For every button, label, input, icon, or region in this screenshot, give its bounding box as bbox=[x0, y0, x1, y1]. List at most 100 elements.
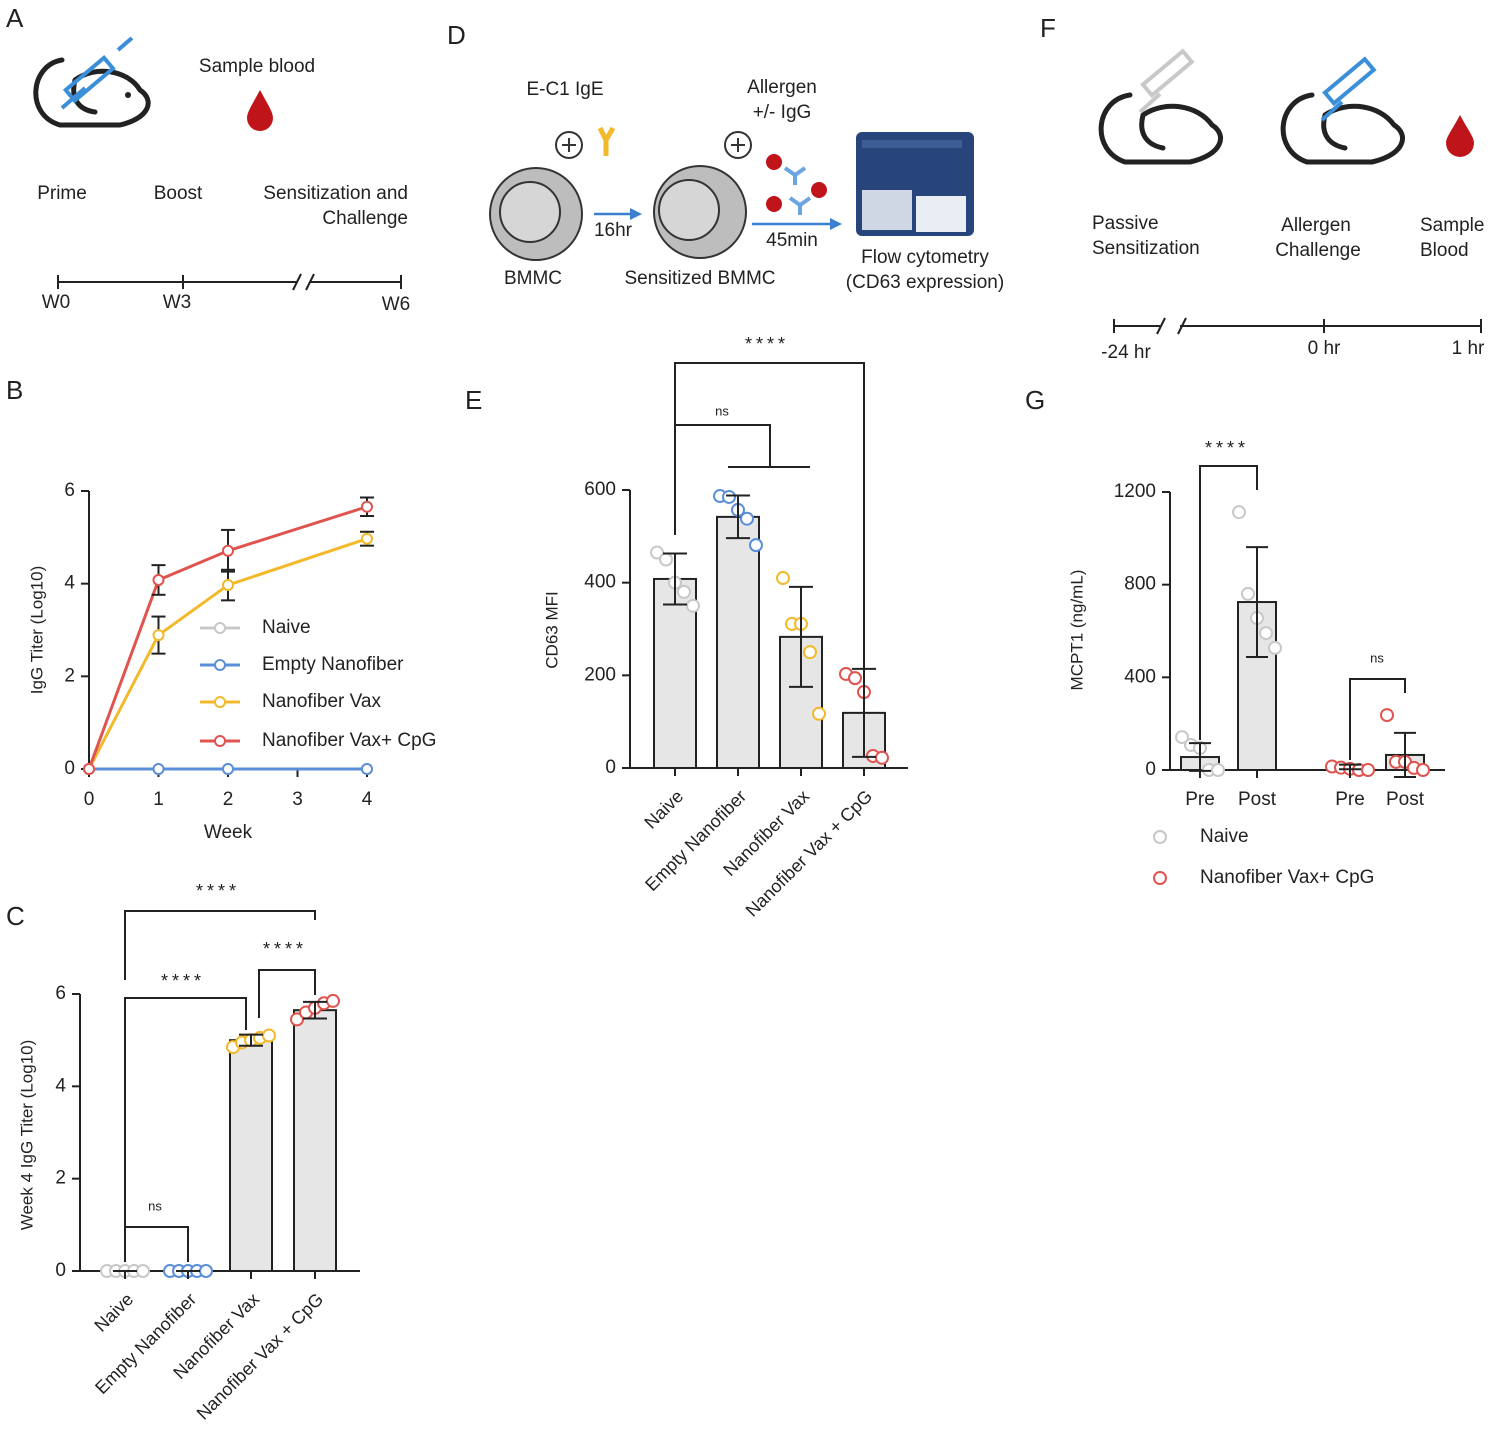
data-point bbox=[1241, 586, 1255, 601]
x-tick-label: 0 bbox=[84, 789, 95, 810]
panel-label: G bbox=[1025, 385, 1045, 415]
diagram-label: Boost bbox=[154, 183, 203, 204]
x-tick-label: Pre bbox=[1185, 789, 1215, 810]
series-line bbox=[87, 537, 368, 770]
data-point bbox=[740, 511, 754, 526]
significance-bracket bbox=[124, 910, 316, 980]
y-axis-label: MCPT1 (ng/mL) bbox=[1067, 570, 1086, 691]
data-point bbox=[776, 571, 790, 586]
antibody-icon bbox=[597, 126, 616, 156]
diagram-label: Sensitization and bbox=[263, 183, 408, 204]
x-tick-label: Pre bbox=[1335, 789, 1365, 810]
significance-label: ns bbox=[1370, 650, 1384, 665]
diagram-label: Blood bbox=[1420, 240, 1469, 261]
significance-label: **** bbox=[161, 971, 205, 991]
diagram-label: Sample blood bbox=[199, 56, 315, 77]
diagram-label: Challenge bbox=[1275, 240, 1361, 261]
y-tick-label: 4 bbox=[55, 1075, 66, 1096]
data-point bbox=[803, 645, 817, 660]
significance-bracket bbox=[258, 969, 316, 1018]
legend-swatch bbox=[214, 659, 226, 671]
data-point bbox=[1416, 763, 1430, 777]
data-point bbox=[83, 763, 95, 775]
y-tick-label: 600 bbox=[584, 479, 616, 500]
data-point bbox=[199, 1264, 213, 1278]
legend-label: Naive bbox=[1200, 826, 1249, 847]
significance-label: **** bbox=[745, 334, 789, 354]
timeline-label: W3 bbox=[163, 292, 192, 313]
data-point bbox=[1232, 505, 1246, 520]
legend-label: Empty Nanofiber bbox=[262, 654, 404, 675]
legend-swatch bbox=[1153, 871, 1167, 885]
diagram-label: Passive bbox=[1092, 213, 1159, 234]
panel-label: D bbox=[447, 20, 466, 50]
plus-icon bbox=[555, 131, 752, 159]
y-tick-label: 0 bbox=[64, 758, 75, 779]
y-tick-label: 400 bbox=[584, 572, 616, 593]
significance-label: ns bbox=[148, 1198, 162, 1213]
data-point bbox=[222, 579, 234, 592]
y-tick-label: 0 bbox=[605, 757, 616, 778]
y-tick-label: 4 bbox=[64, 573, 75, 594]
x-tick-label: 1 bbox=[153, 789, 164, 810]
diagram-label: 45min bbox=[766, 230, 818, 251]
diagram-label: Allergen bbox=[1281, 215, 1351, 236]
y-tick-label: 1200 bbox=[1114, 481, 1156, 502]
arrow bbox=[594, 208, 842, 230]
timeline-label: -24 hr bbox=[1101, 342, 1151, 363]
y-tick-label: 2 bbox=[64, 665, 75, 686]
syringe-icon bbox=[60, 36, 134, 110]
legend-label: Nanofiber Vax+ CpG bbox=[262, 730, 436, 751]
data-point bbox=[1211, 763, 1225, 777]
x-tick-label: 4 bbox=[362, 789, 373, 810]
bar bbox=[229, 1039, 273, 1272]
blood-drop bbox=[1446, 115, 1474, 157]
data-point bbox=[659, 552, 673, 567]
significance-label: **** bbox=[263, 939, 307, 959]
series-line bbox=[87, 505, 368, 770]
diagram-label: Sensitization bbox=[1092, 238, 1200, 259]
timeline-label: 0 hr bbox=[1308, 338, 1341, 359]
data-point bbox=[361, 532, 373, 545]
legend-label: Nanofiber Vax bbox=[262, 691, 381, 712]
data-point bbox=[222, 763, 234, 775]
timeline bbox=[1113, 317, 1482, 335]
diagram-label: +/- IgG bbox=[753, 102, 812, 123]
data-point bbox=[749, 538, 763, 553]
data-point bbox=[222, 544, 234, 557]
data-point bbox=[722, 489, 736, 504]
diagram-label: Flow cytometry bbox=[861, 247, 989, 268]
x-tick-label: Nanofiber Vax + CpG bbox=[742, 786, 877, 921]
data-point bbox=[1361, 763, 1375, 777]
y-axis-label: CD63 MFI bbox=[542, 591, 561, 668]
significance-label: **** bbox=[196, 881, 240, 901]
timeline-label: W6 bbox=[382, 294, 411, 315]
panel-label: B bbox=[6, 375, 23, 405]
data-point bbox=[812, 706, 826, 721]
timeline-label: 1 hr bbox=[1452, 338, 1485, 359]
data-point bbox=[152, 629, 165, 642]
y-tick-label: 0 bbox=[1145, 759, 1156, 780]
y-tick-label: 6 bbox=[55, 983, 66, 1004]
bar bbox=[293, 1009, 337, 1272]
significance-bracket bbox=[124, 1226, 189, 1262]
significance-bracket bbox=[124, 997, 247, 1262]
data-point bbox=[1175, 730, 1189, 745]
significance-label: ns bbox=[715, 403, 729, 418]
y-tick-label: 0 bbox=[55, 1260, 66, 1281]
significance-label: **** bbox=[1205, 438, 1249, 458]
x-tick-label: 3 bbox=[292, 789, 303, 810]
bar bbox=[716, 515, 760, 770]
legend-swatch bbox=[214, 735, 226, 747]
x-tick-label: Naive bbox=[90, 1289, 137, 1336]
panel-label: F bbox=[1040, 13, 1056, 43]
panel-label: A bbox=[6, 3, 24, 33]
mouse-icon bbox=[1098, 92, 1406, 165]
blood-drop bbox=[247, 90, 273, 131]
x-tick-label: Naive bbox=[640, 786, 687, 833]
y-tick-label: 800 bbox=[1124, 574, 1156, 595]
panel-label: E bbox=[465, 385, 482, 415]
diagram-label: Allergen bbox=[747, 77, 817, 98]
data-point bbox=[1268, 640, 1282, 655]
